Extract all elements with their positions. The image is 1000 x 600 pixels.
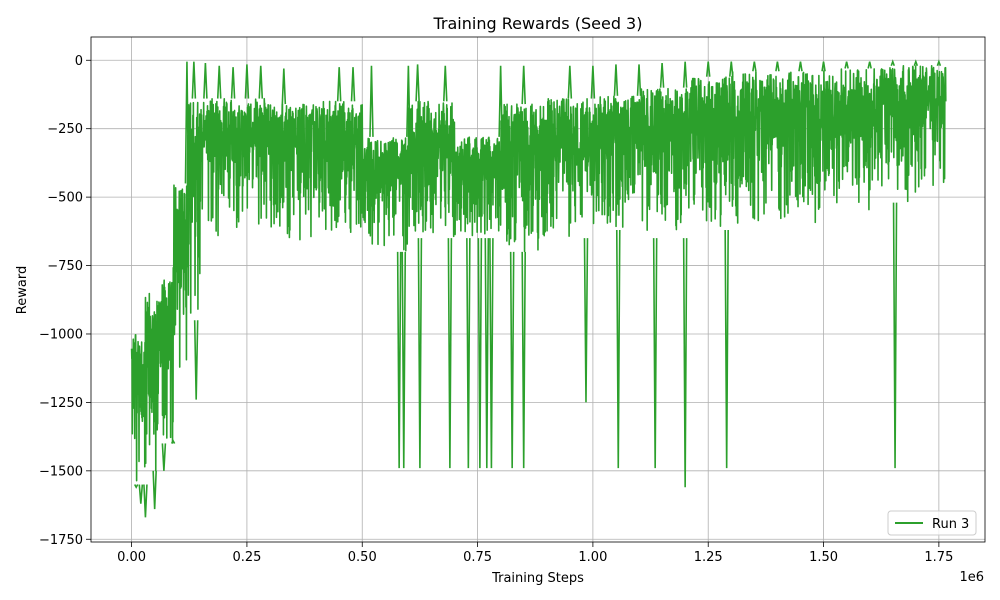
series-spike-dip	[143, 484, 148, 518]
chart-title: Training Rewards (Seed 3)	[433, 14, 643, 33]
series-spike-peak	[844, 61, 849, 69]
series-spike-peak	[752, 61, 757, 72]
series-spike-dip	[193, 320, 199, 400]
y-tick-label: −750	[47, 259, 83, 274]
series-spike-dip	[583, 238, 589, 403]
legend-label-run-3: Run 3	[932, 517, 969, 532]
series-spike-dip	[161, 443, 167, 471]
series-spike-dip	[170, 439, 176, 444]
series-spike-peak	[369, 65, 374, 137]
series-spike-peak	[521, 65, 526, 105]
series-spike-dip	[652, 238, 658, 469]
x-axis-ticks: 0.00 0.25 0.50 0.75 1.00 1.25 1.50 1.75	[117, 542, 953, 565]
series-spike-dip	[396, 251, 402, 469]
series-spike-peak	[936, 59, 942, 67]
series-spike-dip	[477, 238, 483, 469]
series-layer	[130, 59, 947, 518]
series-spike-dip	[489, 238, 494, 469]
x-tick-label: 0.25	[232, 550, 261, 565]
series-spike-dip	[134, 484, 139, 489]
y-tick-label: −250	[47, 122, 83, 137]
series-spike-peak	[659, 62, 665, 88]
y-axis-ticks: 0 −250 −500 −750 −1000 −1250 −1500 −1750	[39, 54, 91, 548]
series-spike-peak	[590, 65, 596, 99]
series-spike-dip	[447, 238, 453, 469]
series-spike-peak	[498, 65, 503, 137]
series-spike-dip	[401, 251, 407, 469]
series-spike-dip	[417, 238, 423, 469]
y-tick-label: 0	[75, 54, 83, 69]
series-spike-dip	[521, 251, 526, 469]
x-tick-label: 0.75	[463, 550, 492, 565]
series-spike-peak	[184, 61, 190, 184]
series-spike-peak	[281, 68, 287, 105]
series-spike-peak	[406, 65, 411, 137]
series-spike-peak	[191, 61, 197, 99]
series-spike-peak	[350, 67, 356, 102]
series-spike-dip	[138, 484, 144, 504]
series-spike-peak	[613, 64, 619, 96]
series-spike-dip	[892, 202, 898, 469]
series-spike-peak	[728, 61, 734, 77]
x-axis-label: Training Steps	[491, 571, 584, 586]
legend: Run 3	[887, 510, 977, 536]
series-spike-peak	[244, 64, 250, 99]
series-spike-peak	[636, 64, 642, 96]
x-axis-offset-label: 1e6	[959, 570, 984, 585]
y-axis-label: Reward	[15, 266, 30, 314]
series-spike-peak	[705, 61, 711, 77]
series-spike-peak	[203, 62, 208, 99]
x-tick-label: 1.50	[809, 550, 838, 565]
series-spike-peak	[336, 67, 342, 102]
series-spike-peak	[775, 61, 780, 72]
x-tick-label: 1.75	[924, 550, 953, 565]
series-spike-peak	[867, 61, 872, 69]
y-tick-label: −1500	[39, 464, 83, 479]
y-tick-label: −1750	[39, 533, 83, 548]
series-spike-peak	[567, 65, 573, 99]
series-spike-dip	[152, 470, 157, 510]
series-spike-dip	[466, 238, 471, 469]
series-spike-peak	[415, 64, 420, 102]
legend-box	[887, 510, 977, 536]
series-spike-peak	[216, 65, 222, 99]
series-spike-peak	[913, 59, 919, 67]
x-tick-label: 1.00	[578, 550, 607, 565]
x-tick-label: 0.00	[117, 550, 146, 565]
plot-frame	[90, 36, 986, 543]
series-spike-dip	[484, 238, 490, 469]
series-spike-peak	[258, 65, 264, 99]
y-tick-label: −1000	[39, 327, 83, 342]
y-tick-label: −1250	[39, 396, 83, 411]
series-spike-dip	[682, 238, 688, 488]
series-spike-dip	[509, 251, 515, 469]
y-tick-label: −500	[47, 191, 83, 206]
series-spike-peak	[821, 61, 826, 72]
x-tick-label: 1.25	[694, 550, 723, 565]
series-spike-dip	[724, 229, 729, 469]
x-tick-label: 0.50	[348, 550, 377, 565]
series-spike-dip	[615, 229, 621, 469]
series-spike-peak	[230, 67, 236, 99]
series-spike-peak	[798, 61, 803, 72]
series-line-run-3	[130, 65, 947, 482]
series-spike-peak	[682, 61, 688, 88]
series-spike-peak	[890, 59, 895, 67]
series-spike-peak	[442, 65, 448, 102]
